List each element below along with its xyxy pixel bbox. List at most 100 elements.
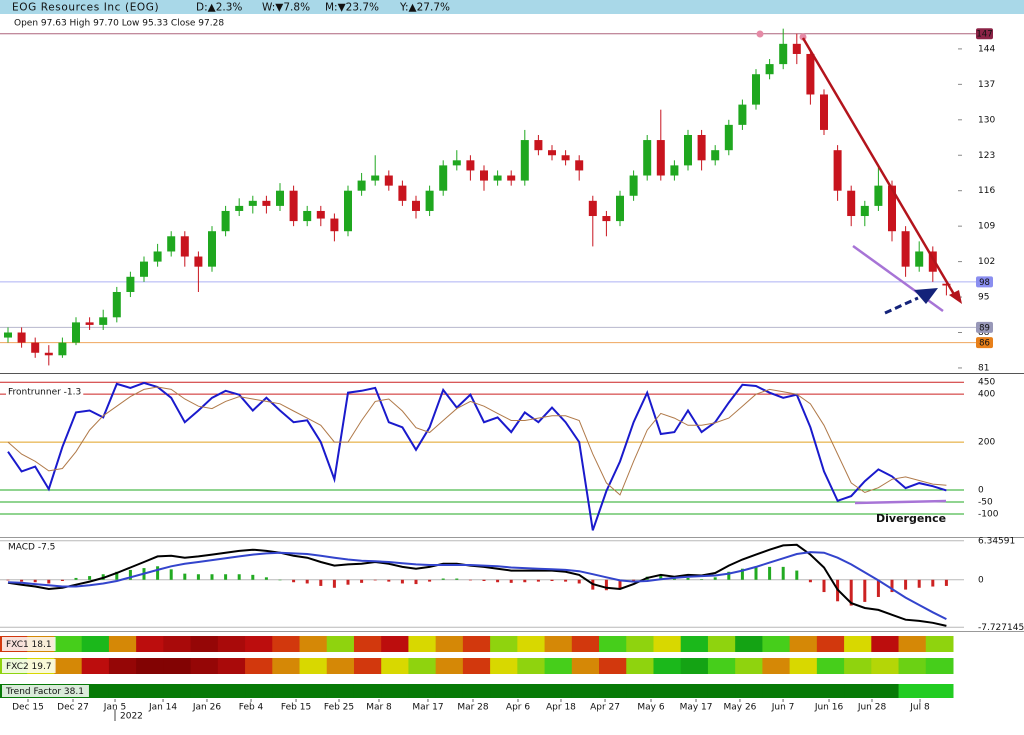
histogram-bar	[156, 566, 160, 580]
histogram-bar	[305, 579, 309, 584]
histogram-bar	[509, 579, 513, 583]
histogram-bar	[237, 574, 241, 580]
y-tick-label: 95	[978, 293, 989, 303]
x-tick-label: Mar 28	[457, 703, 489, 713]
histogram-bar	[455, 578, 459, 580]
heat-cell	[735, 636, 763, 652]
panel-label-bg	[2, 637, 56, 651]
heat-cell	[871, 636, 900, 652]
candle-body	[316, 210, 325, 219]
x-tick-label: Jun 7	[771, 703, 795, 713]
candle-body	[616, 195, 624, 222]
x-tick-label: Feb 4	[239, 703, 264, 713]
panel-label: Frontrunner -1.3	[8, 388, 81, 398]
histogram-bar	[700, 579, 704, 580]
histogram-bar	[74, 577, 78, 580]
histogram-bar	[917, 579, 921, 588]
x-tick-label: Jun 16	[814, 703, 844, 713]
heat-cell	[136, 636, 164, 652]
candle-body	[384, 175, 393, 186]
price-tag-label: 89	[979, 323, 990, 333]
heat-cell	[871, 658, 900, 674]
heat-cell	[245, 636, 273, 652]
candle-body	[262, 200, 271, 206]
x-tick-label: Apr 27	[590, 703, 620, 713]
heat-cell	[108, 684, 137, 698]
histogram-bar	[672, 578, 676, 580]
price-tag-label: 147	[976, 30, 992, 40]
histogram-bar	[754, 567, 758, 580]
histogram-bar	[496, 579, 500, 583]
series-line	[7, 381, 947, 531]
heat-cell	[136, 684, 164, 698]
heat-cell	[490, 636, 518, 652]
histogram-bar	[577, 579, 581, 584]
heat-cell	[571, 636, 600, 652]
heat-cell	[925, 684, 954, 698]
heat-cell	[272, 658, 301, 674]
y-tick-label: 102	[978, 257, 995, 267]
y-tick-label: 400	[978, 390, 995, 400]
heat-cell	[626, 658, 654, 674]
candle-body	[792, 43, 801, 54]
histogram-bar	[890, 579, 894, 593]
histogram-bar	[360, 579, 364, 583]
annotation: Divergence	[876, 512, 946, 525]
heat-cell	[408, 658, 437, 674]
candle-body	[17, 332, 26, 343]
histogram-bar	[659, 575, 663, 580]
histogram-bar	[931, 579, 935, 587]
panel-label-bg	[2, 659, 56, 673]
header-change: Y:▲27.7%	[399, 2, 450, 14]
candle-body	[140, 261, 148, 277]
panel-label-bg	[6, 387, 84, 398]
histogram-bar	[795, 570, 799, 580]
histogram-bar	[400, 579, 404, 584]
y-tick-label: 200	[978, 438, 995, 448]
candle-body	[711, 150, 720, 161]
heat-cell	[599, 684, 627, 698]
histogram-bar	[264, 577, 268, 580]
histogram-bar	[33, 579, 37, 583]
heat-cell	[844, 684, 872, 698]
panel-label-bg	[2, 685, 89, 697]
candle-body	[425, 190, 434, 211]
candle-body	[602, 216, 611, 222]
heat-cell	[217, 636, 246, 652]
heat-cell	[108, 636, 137, 652]
histogram-bar	[414, 579, 418, 585]
heat-cell	[789, 636, 818, 652]
candle-body	[888, 185, 896, 232]
candle-body	[942, 283, 951, 286]
candle-body	[466, 160, 475, 171]
candle-body	[303, 210, 312, 222]
heat-cell	[653, 658, 682, 674]
candle-body	[344, 190, 352, 232]
heat-cell	[544, 636, 573, 652]
heat-cell	[490, 658, 518, 674]
histogram-bar	[88, 576, 92, 580]
candle-body	[765, 64, 774, 75]
heat-cell	[381, 684, 409, 698]
candle-body	[874, 185, 883, 206]
header-change: W:▼7.8%	[262, 2, 310, 14]
candle-body	[820, 94, 828, 130]
header-title: EOG Resources Inc (EOG)	[12, 2, 159, 14]
y-tick-label: -50	[978, 498, 993, 508]
histogram-bar	[604, 579, 608, 591]
heat-cell	[544, 684, 573, 698]
heat-cell	[653, 636, 682, 652]
candle-body	[276, 190, 284, 206]
y-tick-label: 137	[978, 80, 995, 90]
histogram-bar	[319, 579, 323, 586]
series-line	[7, 386, 947, 496]
x-tick-label: May 26	[723, 703, 756, 713]
heat-cell	[544, 658, 573, 674]
arrow-head	[949, 290, 962, 304]
histogram-bar	[6, 579, 10, 581]
heat-cell	[245, 658, 273, 674]
heat-cell	[462, 684, 491, 698]
heat-cell	[190, 636, 219, 652]
heat-cell	[163, 636, 192, 652]
